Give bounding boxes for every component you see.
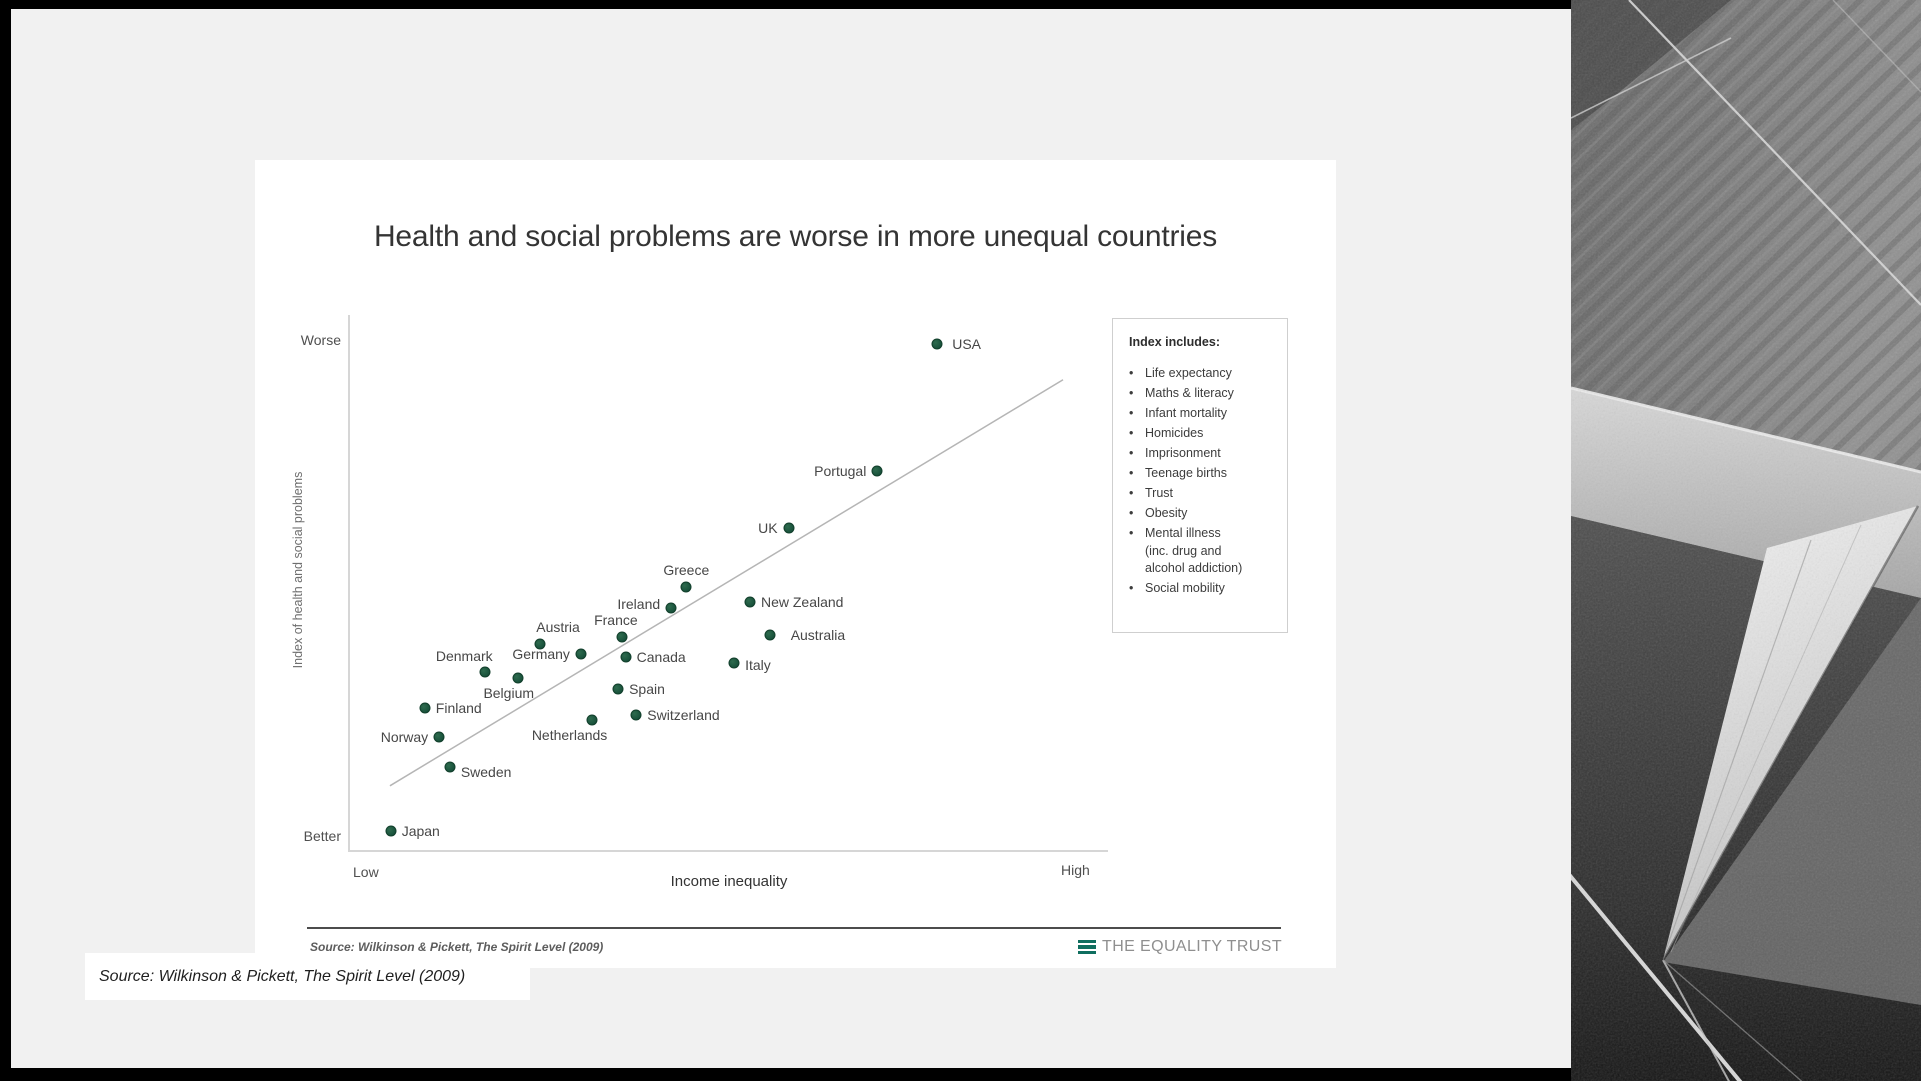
legend-item: Life expectancy (1127, 365, 1247, 383)
legend-title: Index includes: (1129, 335, 1220, 349)
slide-caption: Source: Wilkinson & Pickett, The Spirit … (99, 967, 466, 985)
data-point-japan (385, 825, 397, 837)
x-axis-title: Income inequality (670, 873, 788, 890)
index-legend-box: Index includes: Life expectancy Maths & l… (1112, 318, 1288, 633)
data-point-germany (575, 648, 587, 660)
y-tick-better: Better (303, 828, 341, 844)
point-label-denmark: Denmark (435, 647, 493, 664)
data-point-france (616, 631, 628, 643)
point-label-new-zealand: New Zealand (760, 593, 844, 610)
point-label-spain: Spain (629, 680, 665, 697)
legend-item: Teenage births (1127, 465, 1247, 483)
data-point-portugal (871, 465, 883, 477)
point-label-netherlands: Netherlands (531, 726, 608, 743)
point-label-ireland: Ireland (617, 596, 661, 613)
point-label-uk: UK (758, 519, 778, 536)
x-tick-low: Low (353, 864, 379, 880)
data-point-switzerland (630, 709, 642, 721)
trend-line-svg (389, 379, 1064, 787)
chart-card: Health and social problems are worse in … (255, 160, 1336, 968)
point-label-germany: Germany (512, 646, 570, 663)
chart-source-note: Source: Wilkinson & Pickett, The Spirit … (310, 940, 604, 954)
legend-item: Maths & literacy (1127, 385, 1247, 403)
point-label-usa: USA (952, 335, 981, 352)
legend-item: Imprisonment (1127, 445, 1247, 463)
point-label-canada: Canada (636, 648, 686, 665)
point-label-australia: Australia (790, 626, 846, 643)
data-point-ireland (665, 602, 677, 614)
legend-item: Trust (1127, 485, 1247, 503)
point-label-austria: Austria (536, 619, 580, 636)
data-point-finland (419, 702, 431, 714)
data-point-sweden (444, 761, 456, 773)
data-point-norway (433, 731, 445, 743)
y-axis-line (348, 315, 350, 850)
data-point-spain (612, 683, 624, 695)
point-label-finland: Finland (435, 699, 482, 716)
data-point-canada (620, 651, 632, 663)
chart-title: Health and social problems are worse in … (373, 220, 1218, 253)
y-tick-worse: Worse (300, 332, 341, 348)
legend-item: Infant mortality (1127, 405, 1247, 423)
photo-graphic (1571, 0, 1921, 1081)
x-tick-high: High (1061, 862, 1090, 878)
data-point-greece (680, 581, 692, 593)
data-point-australia (764, 629, 776, 641)
data-point-uk (783, 522, 795, 534)
data-point-italy (728, 657, 740, 669)
slide-background: Health and social problems are worse in … (11, 9, 1571, 1068)
point-label-portugal: Portugal (814, 463, 867, 480)
data-point-denmark (479, 666, 491, 678)
decorative-photo (1571, 0, 1921, 1081)
data-point-usa (931, 338, 943, 350)
point-label-belgium: Belgium (483, 685, 535, 702)
legend-items-list: Life expectancy Maths & literacy Infant mo… (1127, 365, 1247, 598)
trend-line (389, 379, 1064, 787)
point-label-italy: Italy (745, 656, 771, 673)
point-label-sweden: Sweden (460, 764, 512, 781)
point-label-greece: Greece (663, 561, 710, 578)
equality-trust-logo: THE EQUALITY TRUST (1078, 938, 1282, 956)
slide-caption-band: Source: Wilkinson & Pickett, The Spirit … (85, 953, 530, 1000)
data-point-belgium (512, 672, 524, 684)
data-point-netherlands (586, 714, 598, 726)
point-label-japan: Japan (401, 822, 440, 839)
logo-text: THE EQUALITY TRUST (1102, 938, 1282, 955)
equals-icon (1078, 939, 1097, 955)
legend-item: Mental illness (inc. drug and alcohol ad… (1127, 525, 1247, 578)
point-label-switzerland: Switzerland (647, 707, 720, 724)
legend-item: Obesity (1127, 505, 1247, 523)
data-point-austria (534, 638, 546, 650)
scatter-plot-area: Japan Sweden Norway Finland Denmark Belgium Ne… (255, 160, 1336, 968)
footer-divider (307, 927, 1281, 929)
legend-item: Social mobility (1127, 580, 1247, 598)
point-label-france: France (594, 612, 638, 629)
data-point-new-zealand (744, 596, 756, 608)
legend-item: Homicides (1127, 425, 1247, 443)
x-axis-line (348, 850, 1108, 852)
point-label-norway: Norway (380, 729, 429, 746)
